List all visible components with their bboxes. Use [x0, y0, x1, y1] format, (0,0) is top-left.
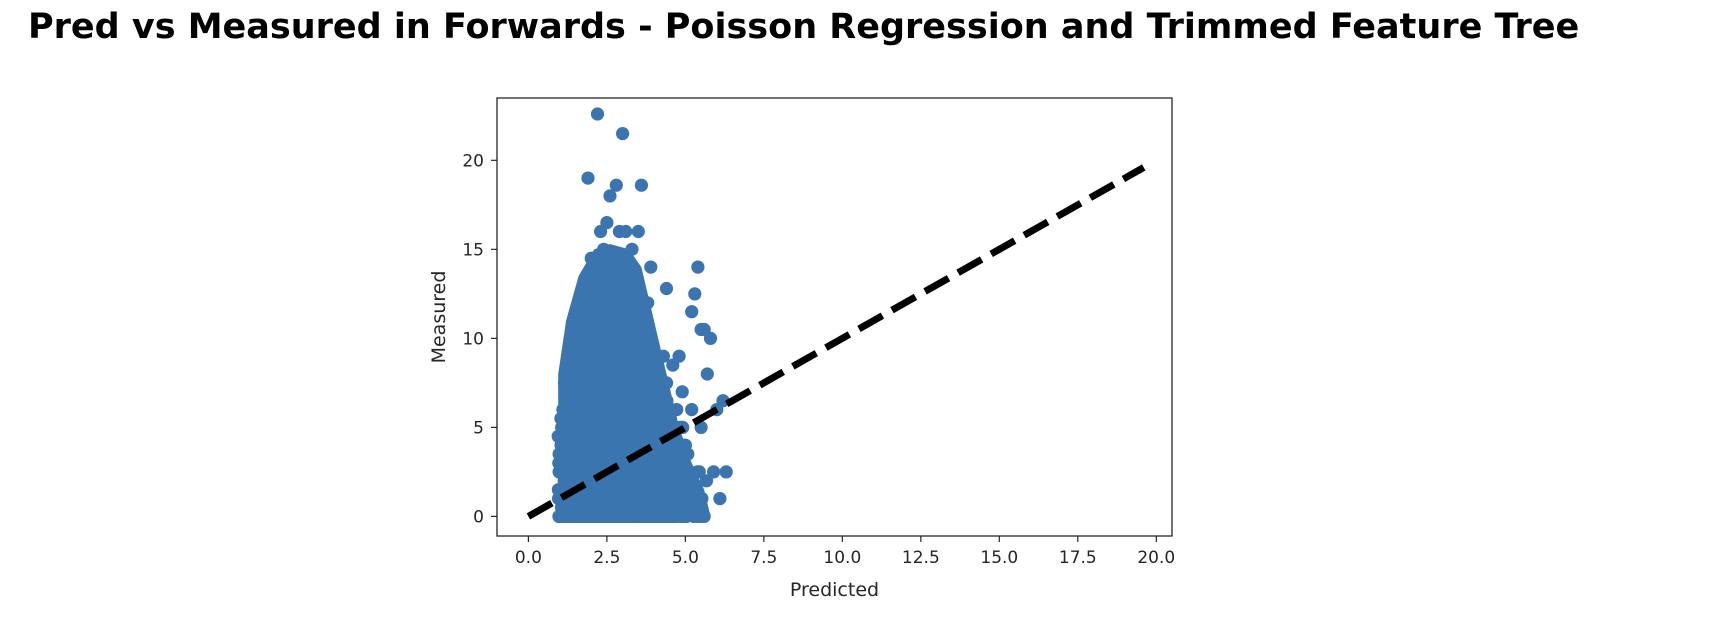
scatter-point [678, 509, 693, 523]
x-tick-label: 7.5 [750, 548, 777, 568]
scatter-point [641, 296, 655, 310]
scatter-point [681, 474, 696, 488]
scatter-point [634, 178, 649, 192]
x-tick-label: 20.0 [1137, 548, 1175, 568]
scatter-point [606, 509, 620, 523]
scatter-point [590, 107, 605, 121]
x-tick-label: 12.5 [902, 548, 940, 568]
scatter-point [669, 509, 683, 523]
scatter-point [628, 331, 642, 345]
y-tick-label: 10 [462, 329, 484, 349]
y-tick-label: 15 [462, 240, 484, 260]
scatter-point [551, 429, 565, 443]
scatter-point [631, 224, 645, 239]
scatter-point [656, 349, 671, 363]
scatter-point [644, 260, 658, 274]
scatter-point [622, 509, 636, 523]
scatter-point [672, 349, 686, 363]
scatter-point [594, 224, 608, 239]
chart-title: Pred vs Measured in Forwards - Poisson R… [28, 7, 1580, 47]
x-tick-label: 17.5 [1059, 548, 1097, 568]
scatter-point [650, 509, 664, 523]
scatter-point [565, 509, 579, 523]
scatter-point [619, 224, 633, 239]
scatter-point [572, 314, 586, 328]
x-tick-label: 5.0 [672, 548, 699, 568]
y-axis-ticks: 0 5 10 15 20 [462, 151, 497, 527]
scatter-point [616, 127, 630, 141]
scatter-point [606, 269, 620, 283]
scatter-point [713, 492, 727, 506]
scatter-point [644, 376, 658, 390]
scatter-point [685, 403, 699, 417]
scatter-point [678, 438, 693, 452]
scatter-point [590, 509, 605, 523]
scatter-point [700, 367, 714, 381]
x-axis-ticks: 0.0 2.5 5.0 7.5 10.0 12.5 15.0 17.5 20.0 [515, 536, 1175, 568]
scatter-point [719, 465, 733, 479]
y-tick-label: 0 [473, 507, 484, 527]
scatter-point [685, 305, 699, 319]
scatter-point [581, 171, 595, 185]
x-tick-label: 15.0 [980, 548, 1018, 568]
scatter-point [625, 242, 639, 256]
x-tick-label: 0.0 [515, 548, 542, 568]
scatter-point [562, 349, 576, 363]
scatter-point [694, 322, 708, 337]
x-axis-label: Predicted [790, 579, 879, 601]
scatter-point [691, 260, 705, 274]
scatter-point [597, 242, 611, 256]
scatter-point [659, 281, 674, 296]
point-cloud-mass [558, 244, 711, 517]
scatter-point [616, 314, 630, 328]
scatter-point [675, 385, 689, 399]
scatter-point [703, 331, 718, 345]
point-cloud-mark [699, 474, 714, 488]
scatter-point [634, 509, 649, 523]
scatter-point [659, 509, 674, 523]
x-tick-label: 2.5 [593, 548, 620, 568]
scatter-point [675, 456, 689, 470]
scatter-point [688, 287, 702, 301]
scatter-point [707, 465, 721, 479]
scatter-point [691, 509, 705, 523]
scatter-point [609, 178, 623, 192]
scatter-point [603, 189, 617, 203]
reference-line [526, 164, 1146, 520]
scatter-point [556, 509, 570, 523]
x-tick-label: 10.0 [823, 548, 861, 568]
plot-frame [496, 97, 1173, 537]
scatter-point [578, 509, 592, 523]
y-tick-label: 20 [462, 151, 484, 171]
y-axis-label: Measured [428, 271, 450, 364]
y-tick-label: 5 [473, 418, 484, 438]
scatter-point [587, 278, 601, 292]
scatter-point [584, 251, 598, 265]
scatter-point [653, 403, 667, 417]
